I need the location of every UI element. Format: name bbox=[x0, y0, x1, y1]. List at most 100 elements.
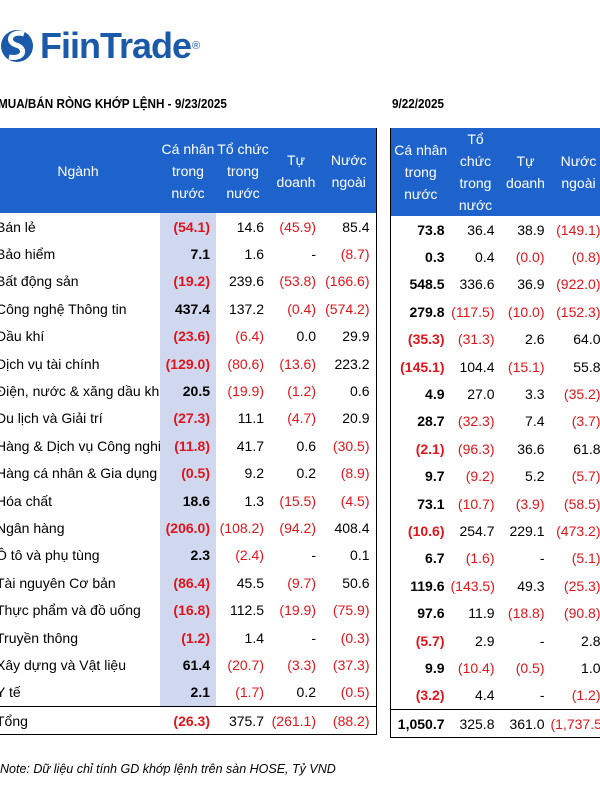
value-cell: 2.6 bbox=[525, 331, 545, 348]
value-cell: 36.4 bbox=[467, 221, 495, 238]
value-cell: (5.7) bbox=[571, 468, 600, 485]
left-header-proprietary: Tự doanh bbox=[270, 128, 322, 213]
value-cell: 2.9 bbox=[475, 632, 495, 649]
value-cell: 361.0 bbox=[500, 709, 551, 739]
value-cell: 112.5 bbox=[230, 602, 264, 619]
table-row: Bất động sản (19.2) 239.6 (53.8) (166.6) bbox=[0, 267, 376, 296]
left-net-table: Ngành Cá nhân trong nước Tổ chức trong n… bbox=[0, 128, 377, 736]
value-cell: 5.2 bbox=[525, 468, 545, 485]
value-cell: 0.2 bbox=[296, 684, 316, 701]
value-cell: 36.9 bbox=[517, 276, 545, 293]
left-header-individual: Cá nhân trong nước bbox=[160, 128, 216, 213]
right-header-individual: Cá nhân trong nước bbox=[390, 128, 451, 216]
table-row: Thực phẩm và đồ uống (16.8) 112.5 (19.9) (75… bbox=[0, 596, 376, 624]
value-cell: 119.6 bbox=[410, 577, 445, 594]
table-row: Tài nguyên Cơ bản (86.4) 45.5 (9.7) 50.6 bbox=[0, 569, 376, 597]
sector-name: Dịch vụ tài chính bbox=[0, 355, 100, 372]
sector-name: Hóa chất bbox=[0, 492, 53, 509]
value-cell: (261.1) bbox=[270, 706, 322, 736]
value-cell: (88.2) bbox=[322, 706, 376, 736]
sector-name: Dầu khí bbox=[0, 328, 45, 345]
table-row: 9.7 (9.2) 5.2 (5.7) bbox=[391, 463, 600, 490]
value-cell: (25.3) bbox=[563, 577, 600, 594]
value-cell: 229.1 bbox=[509, 522, 545, 539]
value-cell: 18.6 bbox=[160, 486, 216, 515]
value-cell: - bbox=[311, 246, 316, 263]
sector-name: Bán lẻ bbox=[0, 218, 36, 235]
sector-name: Xây dựng và Vật liệu bbox=[0, 656, 127, 673]
value-cell: (8.9) bbox=[340, 465, 370, 482]
value-cell: 2.1 bbox=[160, 678, 216, 707]
value-cell: (117.5) bbox=[451, 303, 495, 320]
value-cell: (4.7) bbox=[287, 410, 316, 427]
left-header-sector: Ngành bbox=[0, 128, 160, 213]
value-cell: (15.5) bbox=[279, 492, 316, 509]
value-cell: (922.0) bbox=[556, 276, 600, 293]
value-cell: (143.5) bbox=[450, 577, 495, 594]
value-cell: (16.8) bbox=[160, 596, 216, 624]
table-row: 28.7 (32.3) 7.4 (3.7) bbox=[391, 408, 600, 435]
value-cell: 97.6 bbox=[417, 605, 445, 622]
value-cell: (108.2) bbox=[219, 519, 264, 536]
value-cell: 20.5 bbox=[160, 377, 216, 405]
table-row: 279.8 (117.5) (10.0) (152.3) bbox=[391, 298, 600, 325]
table-row: Hàng cá nhân & Gia dụng (0.5) 9.2 0.2 (8.9) bbox=[0, 459, 376, 487]
value-cell: 9.2 bbox=[244, 465, 264, 482]
table-row: Hàng & Dịch vụ Công nghiệp(11.8) 41.7 0.6 (… bbox=[0, 432, 376, 460]
value-cell: (0.5) bbox=[160, 459, 216, 487]
left-header-institution: Tổ chức trong nước bbox=[216, 128, 270, 213]
value-cell: (18.8) bbox=[507, 605, 545, 622]
sector-name: Hàng cá nhân & Gia dụng bbox=[0, 465, 158, 482]
table-row: (35.3) (31.3) 2.6 64.0 bbox=[391, 326, 600, 353]
value-cell: 14.6 bbox=[236, 218, 264, 235]
table-row: 6.7 (1.6) - (5.1) bbox=[391, 545, 600, 572]
value-cell: (94.2) bbox=[279, 519, 316, 536]
value-cell: (9.2) bbox=[465, 468, 495, 485]
value-cell: (129.0) bbox=[160, 349, 216, 378]
value-cell: 279.8 bbox=[409, 303, 445, 320]
value-cell: (145.1) bbox=[400, 358, 445, 375]
value-cell: (35.2) bbox=[563, 386, 600, 403]
table-row: (2.1) (96.3) 36.6 61.8 bbox=[391, 435, 600, 462]
value-cell: (26.3) bbox=[160, 706, 216, 736]
right-header-institution: Tổ chức trong nước bbox=[450, 128, 501, 216]
value-cell: 4.9 bbox=[425, 386, 445, 403]
value-cell: 223.2 bbox=[334, 355, 370, 372]
value-cell: 1.3 bbox=[244, 492, 264, 509]
value-cell: (10.7) bbox=[457, 495, 495, 512]
table-row: Truyền thông (1.2) 1.4 - (0.3) bbox=[0, 623, 376, 652]
value-cell: 27.0 bbox=[467, 386, 495, 403]
value-cell: (166.6) bbox=[325, 273, 370, 290]
value-cell: (10.4) bbox=[457, 659, 495, 676]
sector-name: Tổng bbox=[0, 706, 160, 736]
value-cell: 239.6 bbox=[228, 273, 264, 290]
sector-name: Truyền thông bbox=[0, 629, 78, 646]
sector-name: Du lịch và Giải trí bbox=[0, 410, 103, 427]
right-table-title: 9/22/2025 bbox=[392, 96, 445, 111]
table-row: (3.2) 4.4 - (1.2) bbox=[391, 682, 600, 710]
value-cell: (206.0) bbox=[160, 514, 216, 542]
value-cell: 50.6 bbox=[342, 574, 370, 591]
value-cell: 0.3 bbox=[425, 249, 445, 266]
value-cell: 61.8 bbox=[573, 440, 600, 457]
value-cell: 0.6 bbox=[350, 383, 370, 400]
value-cell: 20.9 bbox=[342, 410, 370, 427]
value-cell: 64.0 bbox=[573, 331, 600, 348]
value-cell: 104.4 bbox=[459, 358, 495, 375]
table-row: Y tế 2.1 (1.7) 0.2 (0.5) bbox=[0, 678, 376, 707]
table-row: Ngân hàng (206.0) (108.2) (94.2) 408.4 bbox=[0, 514, 376, 542]
table-row: Hóa chất 18.6 1.3 (15.5) (4.5) bbox=[0, 486, 376, 515]
value-cell: (3.2) bbox=[415, 687, 445, 704]
right-header-proprietary: Tự doanh bbox=[500, 128, 551, 216]
value-cell: (0.5) bbox=[340, 684, 370, 701]
value-cell: 55.8 bbox=[573, 358, 600, 375]
table-row: Ô tô và phụ tùng 2.3 (2.4) - 0.1 bbox=[0, 541, 376, 570]
sector-name: Ô tô và phụ tùng bbox=[0, 547, 100, 564]
table-row: 73.1 (10.7) (3.9) (58.5) bbox=[391, 490, 600, 517]
value-cell: - bbox=[311, 547, 316, 564]
value-cell: (3.9) bbox=[515, 495, 545, 512]
table-row: Xây dựng và Vật liệu 61.4 (20.7) (3.3) (37.3… bbox=[0, 651, 376, 679]
value-cell: (574.2) bbox=[325, 300, 370, 317]
sector-name: Hàng & Dịch vụ Công nghiệp bbox=[0, 437, 160, 454]
value-cell: (75.9) bbox=[332, 602, 370, 619]
